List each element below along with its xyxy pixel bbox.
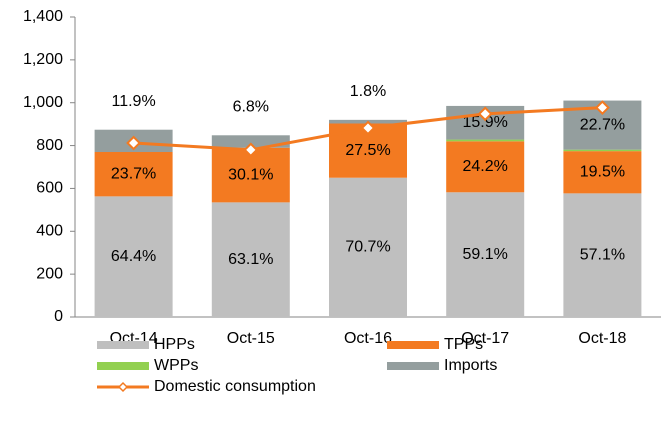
data-label: 6.8% bbox=[233, 99, 269, 116]
bar-segment bbox=[94, 152, 173, 197]
data-label: 23.7% bbox=[111, 165, 156, 182]
data-label: 11.9% bbox=[112, 93, 156, 110]
legend-label: Imports bbox=[444, 357, 497, 374]
legend-label: HPPs bbox=[154, 336, 195, 353]
data-label: 19.5% bbox=[580, 163, 625, 180]
legend-label: WPPs bbox=[154, 357, 198, 374]
data-label: 27.5% bbox=[345, 142, 390, 159]
legend-marker bbox=[117, 381, 129, 393]
y-tick-label: 1,200 bbox=[23, 51, 63, 68]
line-marker bbox=[477, 106, 493, 122]
data-label: 24.2% bbox=[463, 158, 508, 175]
legend-label: TPPs bbox=[444, 336, 483, 353]
y-tick-label: 0 bbox=[54, 308, 63, 325]
bar-segment bbox=[211, 135, 290, 148]
y-tick-label: 200 bbox=[36, 265, 63, 282]
bar-segment bbox=[211, 202, 290, 317]
line-marker bbox=[243, 142, 259, 158]
bar-segment bbox=[563, 151, 642, 194]
data-label: 57.1% bbox=[580, 246, 625, 263]
bar-segment bbox=[329, 177, 407, 317]
data-label: 64.4% bbox=[111, 248, 156, 265]
bar-segment bbox=[446, 141, 525, 193]
y-tick-label: 600 bbox=[36, 180, 63, 197]
legend-swatch bbox=[387, 341, 439, 349]
y-tick-label: 1,400 bbox=[23, 8, 63, 25]
bar-segment bbox=[446, 192, 525, 317]
line-marker bbox=[126, 135, 142, 151]
data-label: 1.8% bbox=[350, 83, 386, 100]
data-label: 30.1% bbox=[228, 166, 273, 183]
data-label: 63.1% bbox=[228, 251, 273, 268]
bar-segment bbox=[94, 196, 173, 317]
y-tick-label: 400 bbox=[36, 223, 63, 240]
line-marker bbox=[360, 120, 376, 136]
data-label: 15.9% bbox=[463, 114, 508, 131]
x-tick-label: Oct-15 bbox=[227, 330, 275, 347]
x-tick-label: Oct-16 bbox=[344, 330, 392, 347]
data-label: 70.7% bbox=[345, 239, 390, 256]
legend-label: Domestic consumption bbox=[154, 378, 316, 395]
bar-segment bbox=[563, 149, 642, 152]
legend-swatch bbox=[97, 362, 149, 370]
data-label: 59.1% bbox=[463, 246, 508, 263]
data-label: 22.7% bbox=[580, 116, 625, 133]
x-tick-label: Oct-18 bbox=[578, 330, 626, 347]
bar-segment bbox=[563, 193, 642, 317]
x-tick-label: Oct-17 bbox=[461, 330, 509, 347]
line-marker bbox=[594, 100, 610, 116]
legend-swatch bbox=[387, 362, 439, 370]
y-tick-label: 800 bbox=[36, 137, 63, 154]
bar-segment bbox=[446, 139, 525, 142]
y-tick-label: 1,000 bbox=[23, 94, 63, 111]
legend-swatch bbox=[97, 341, 149, 349]
